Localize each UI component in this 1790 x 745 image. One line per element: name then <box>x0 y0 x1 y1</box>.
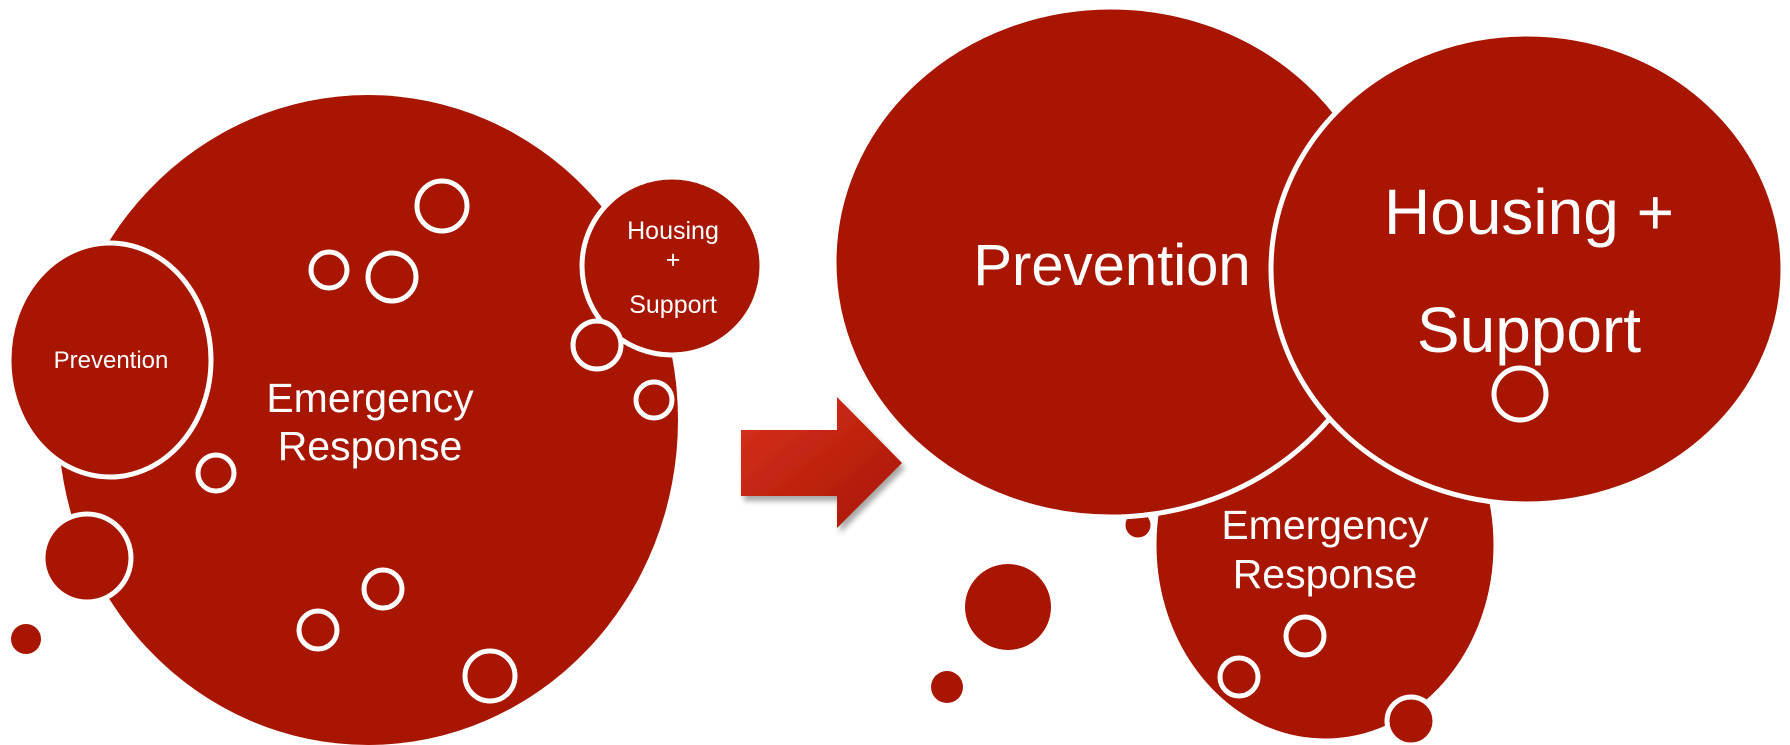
housing-support-circle <box>579 174 765 358</box>
bubble <box>1283 614 1327 658</box>
bubble <box>365 250 419 304</box>
bubble <box>414 178 470 234</box>
emergency-response-label-line2: Response <box>278 423 463 469</box>
bubble <box>361 567 405 611</box>
bubble <box>570 318 624 372</box>
bubble <box>931 671 963 703</box>
current-state-group: Emergency Response Prevention Housing + … <box>6 95 765 745</box>
prevention-circle <box>6 240 214 480</box>
emergency-response-label-line2: Response <box>1233 551 1418 597</box>
bubble <box>1491 365 1549 423</box>
emergency-response-circle <box>58 95 678 745</box>
prevention-label: Prevention <box>54 347 169 374</box>
bubble <box>462 648 518 704</box>
bubble <box>633 379 675 421</box>
bubble <box>195 452 237 494</box>
bubble <box>1217 655 1261 699</box>
housing-support-label-line2: Support <box>1417 294 1641 366</box>
future-state-group: Prevention Housing + Support Emergency R… <box>831 4 1786 745</box>
emergency-response-label-line1: Emergency <box>1221 502 1429 548</box>
housing-support-circle <box>1268 31 1786 507</box>
housing-support-label-line1: Housing + <box>1384 176 1674 248</box>
emergency-response-label-line1: Emergency <box>266 375 474 421</box>
prevention-label: Prevention <box>973 233 1250 298</box>
housing-support-label-line2: + <box>666 246 681 274</box>
bubble <box>965 564 1051 650</box>
bubble <box>11 624 41 654</box>
bubble <box>296 608 340 652</box>
bubble <box>308 249 350 291</box>
housing-support-label-line3: Support <box>629 291 717 319</box>
right-arrow-icon <box>741 397 902 528</box>
housing-support-label-line1: Housing <box>627 217 719 245</box>
bubble <box>1384 694 1438 745</box>
bubble <box>40 511 134 605</box>
